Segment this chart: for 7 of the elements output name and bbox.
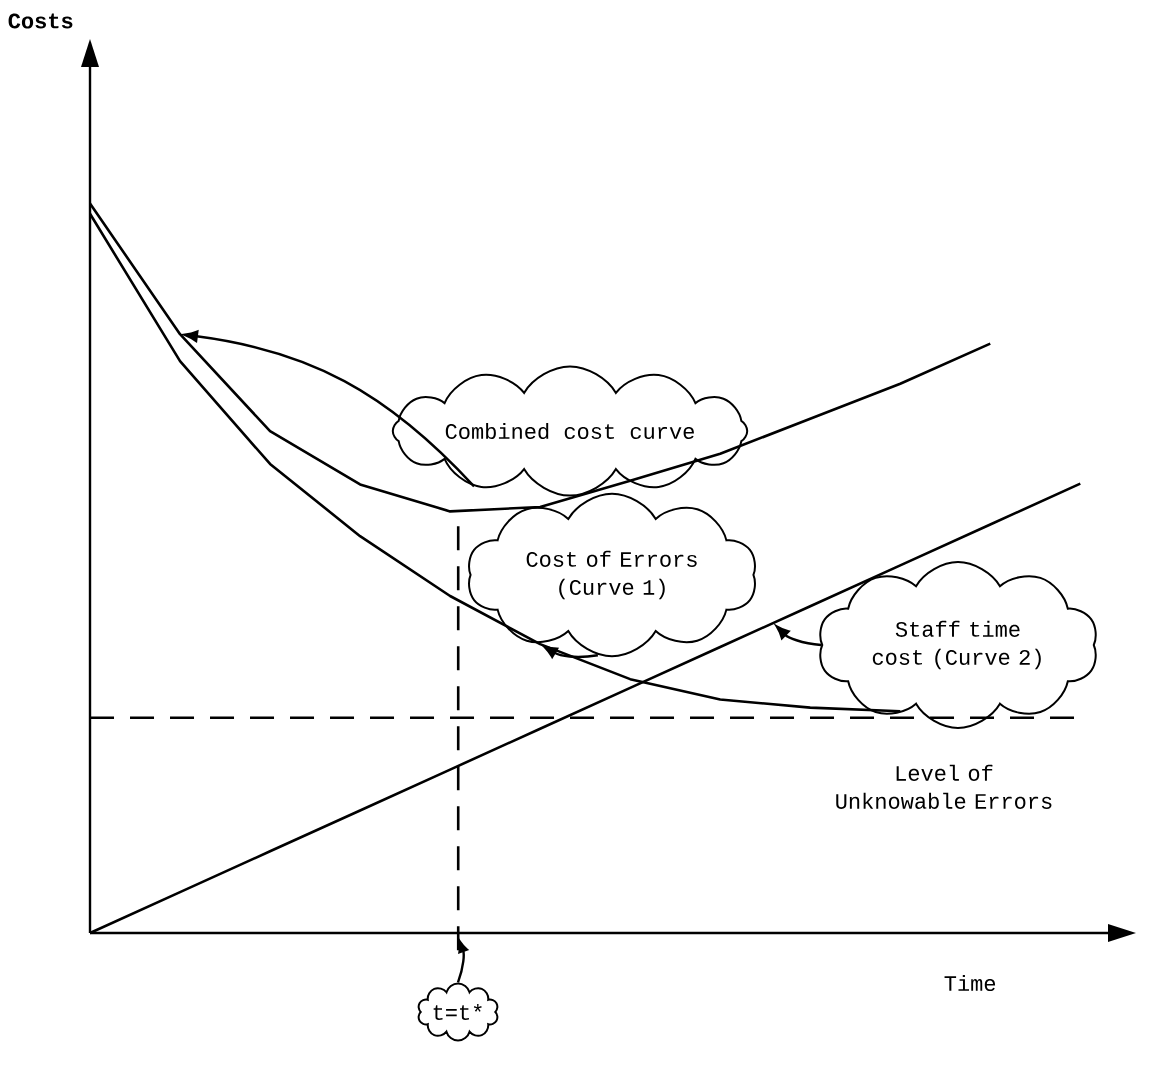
series-label: Staff time cost (Curve 2): [872, 620, 1041, 670]
series-label: Cost of Errors (Curve 1): [526, 550, 697, 600]
ref-line-label: Level of Unknowable Errors: [836, 764, 1052, 809]
series-label: Combined cost curve: [445, 422, 694, 440]
text: t=t*: [433, 1003, 482, 1021]
x-axis-title: Time: [944, 974, 996, 992]
text: Costs: [8, 13, 73, 29]
